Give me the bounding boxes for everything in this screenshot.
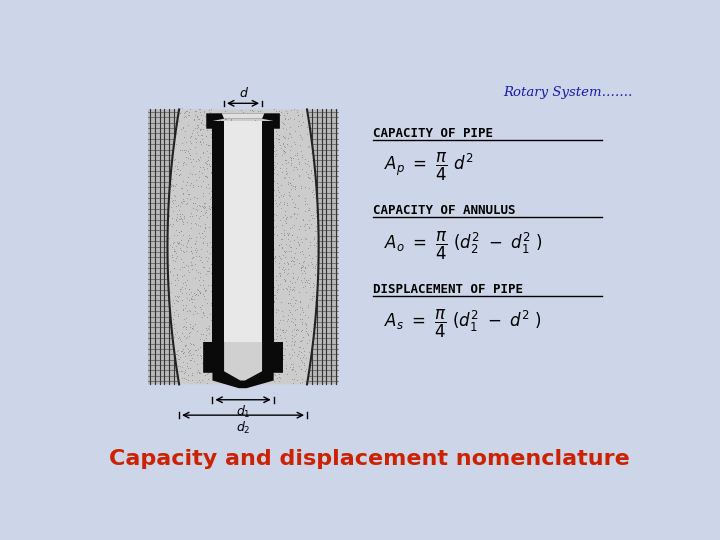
Text: DISPLACEMENT OF PIPE: DISPLACEMENT OF PIPE xyxy=(373,283,523,296)
Polygon shape xyxy=(203,342,283,388)
Polygon shape xyxy=(222,113,264,119)
Polygon shape xyxy=(168,110,319,384)
Text: $d_1$: $d_1$ xyxy=(235,403,251,420)
Polygon shape xyxy=(307,110,338,384)
Polygon shape xyxy=(148,110,179,384)
Text: Rotary System…….: Rotary System……. xyxy=(503,86,632,99)
Text: $A_p\ =\ \dfrac{\pi}{4}\ d^2$: $A_p\ =\ \dfrac{\pi}{4}\ d^2$ xyxy=(384,151,474,183)
Text: Capacity and displacement nomenclature: Capacity and displacement nomenclature xyxy=(109,449,629,469)
Text: $A_s\ =\ \dfrac{\pi}{4}\ (d_1^2\ -\ d^2\ )$: $A_s\ =\ \dfrac{\pi}{4}\ (d_1^2\ -\ d^2\… xyxy=(384,308,542,340)
Text: CAPACITY OF ANNULUS: CAPACITY OF ANNULUS xyxy=(373,204,516,217)
Polygon shape xyxy=(224,342,262,381)
Polygon shape xyxy=(212,121,224,342)
Text: $A_o\ =\ \dfrac{\pi}{4}\ (d_2^2\ -\ d_1^2\ )$: $A_o\ =\ \dfrac{\pi}{4}\ (d_2^2\ -\ d_1^… xyxy=(384,230,544,262)
Text: CAPACITY OF PIPE: CAPACITY OF PIPE xyxy=(373,127,493,140)
Polygon shape xyxy=(262,121,274,342)
Polygon shape xyxy=(206,113,280,129)
Polygon shape xyxy=(224,121,262,342)
Text: $d_2$: $d_2$ xyxy=(235,420,251,436)
Text: d: d xyxy=(239,87,247,100)
